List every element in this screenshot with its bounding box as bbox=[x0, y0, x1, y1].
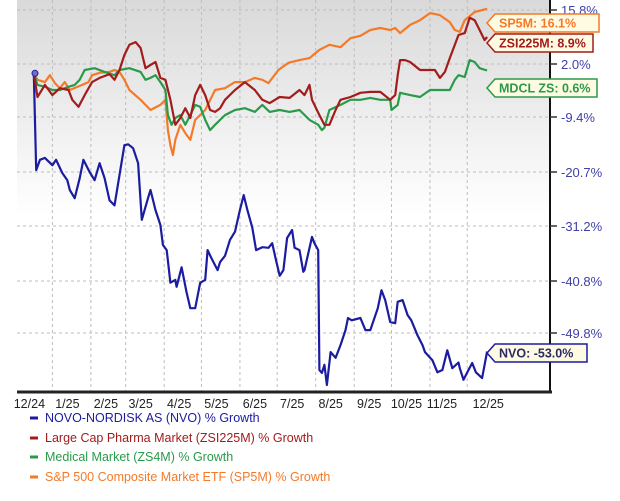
x-tick-label: 8/25 bbox=[319, 397, 343, 411]
end-label-box bbox=[485, 78, 598, 98]
series-line-1 bbox=[32, 16, 488, 126]
end-label-text: MDCL ZS: 0.6% bbox=[499, 82, 590, 96]
grid-lines bbox=[17, 0, 550, 392]
end-label-text: NVO: -53.0% bbox=[499, 347, 573, 361]
end-label-box bbox=[485, 13, 600, 33]
x-tick-label: 11/25 bbox=[427, 397, 457, 411]
legend-item-label: Medical Market (ZS4M) % Growth bbox=[45, 450, 233, 464]
legend: NOVO-NORDISK AS (NVO) % Growth Large Cap … bbox=[30, 411, 330, 484]
x-tick-label: 9/25 bbox=[357, 397, 381, 411]
end-label-box bbox=[485, 343, 588, 363]
x-tick-label: 6/25 bbox=[243, 397, 267, 411]
y-tick-label: -31.2% bbox=[561, 219, 603, 234]
x-tick-label: 12/24 bbox=[14, 397, 45, 411]
x-tick-label: 5/25 bbox=[204, 397, 228, 411]
legend-item-label: S&P 500 Composite Market ETF (SP5M) % Gr… bbox=[45, 470, 330, 484]
end-label-text: SP5M: 16.1% bbox=[499, 17, 576, 31]
x-tick-label: 4/25 bbox=[167, 397, 191, 411]
x-tick-label: 10/25 bbox=[391, 397, 422, 411]
series-line-3 bbox=[32, 7, 488, 157]
series-line-2 bbox=[32, 58, 488, 132]
y-tick-label: -49.8% bbox=[561, 326, 603, 341]
y-tick-label: -9.4% bbox=[561, 110, 595, 125]
end-label-text: ZSI225M: 8.9% bbox=[499, 37, 586, 51]
y-axis-ticks: 15.8%2.0%-9.4%-20.7%-31.2%-40.8%-49.8% bbox=[550, 3, 603, 341]
start-marker bbox=[31, 69, 39, 77]
x-tick-label: 7/25 bbox=[280, 397, 304, 411]
series-end-labels: NVO: -53.0% MDCL ZS: 0.6% ZSI225M: 8.9% SP5… bbox=[485, 13, 600, 363]
series-line-0 bbox=[32, 73, 489, 387]
series-lines bbox=[31, 7, 489, 387]
legend-item-label: NOVO-NORDISK AS (NVO) % Growth bbox=[45, 411, 260, 425]
y-tick-label: -40.8% bbox=[561, 274, 603, 289]
y-tick-label: -20.7% bbox=[561, 165, 603, 180]
x-tick-label: 2/25 bbox=[94, 397, 118, 411]
legend-item-label: Large Cap Pharma Market (ZSI225M) % Grow… bbox=[45, 431, 313, 445]
end-label-box bbox=[485, 33, 594, 53]
x-tick-label: 12/25 bbox=[473, 397, 504, 411]
y-tick-label: 2.0% bbox=[561, 57, 591, 72]
x-tick-label: 1/25 bbox=[55, 397, 79, 411]
x-tick-label: 3/25 bbox=[128, 397, 152, 411]
x-axis-ticks: 12/24 1/25 2/25 3/25 4/25 5/25 6/25 7/25 8/25 9/2… bbox=[14, 397, 504, 411]
